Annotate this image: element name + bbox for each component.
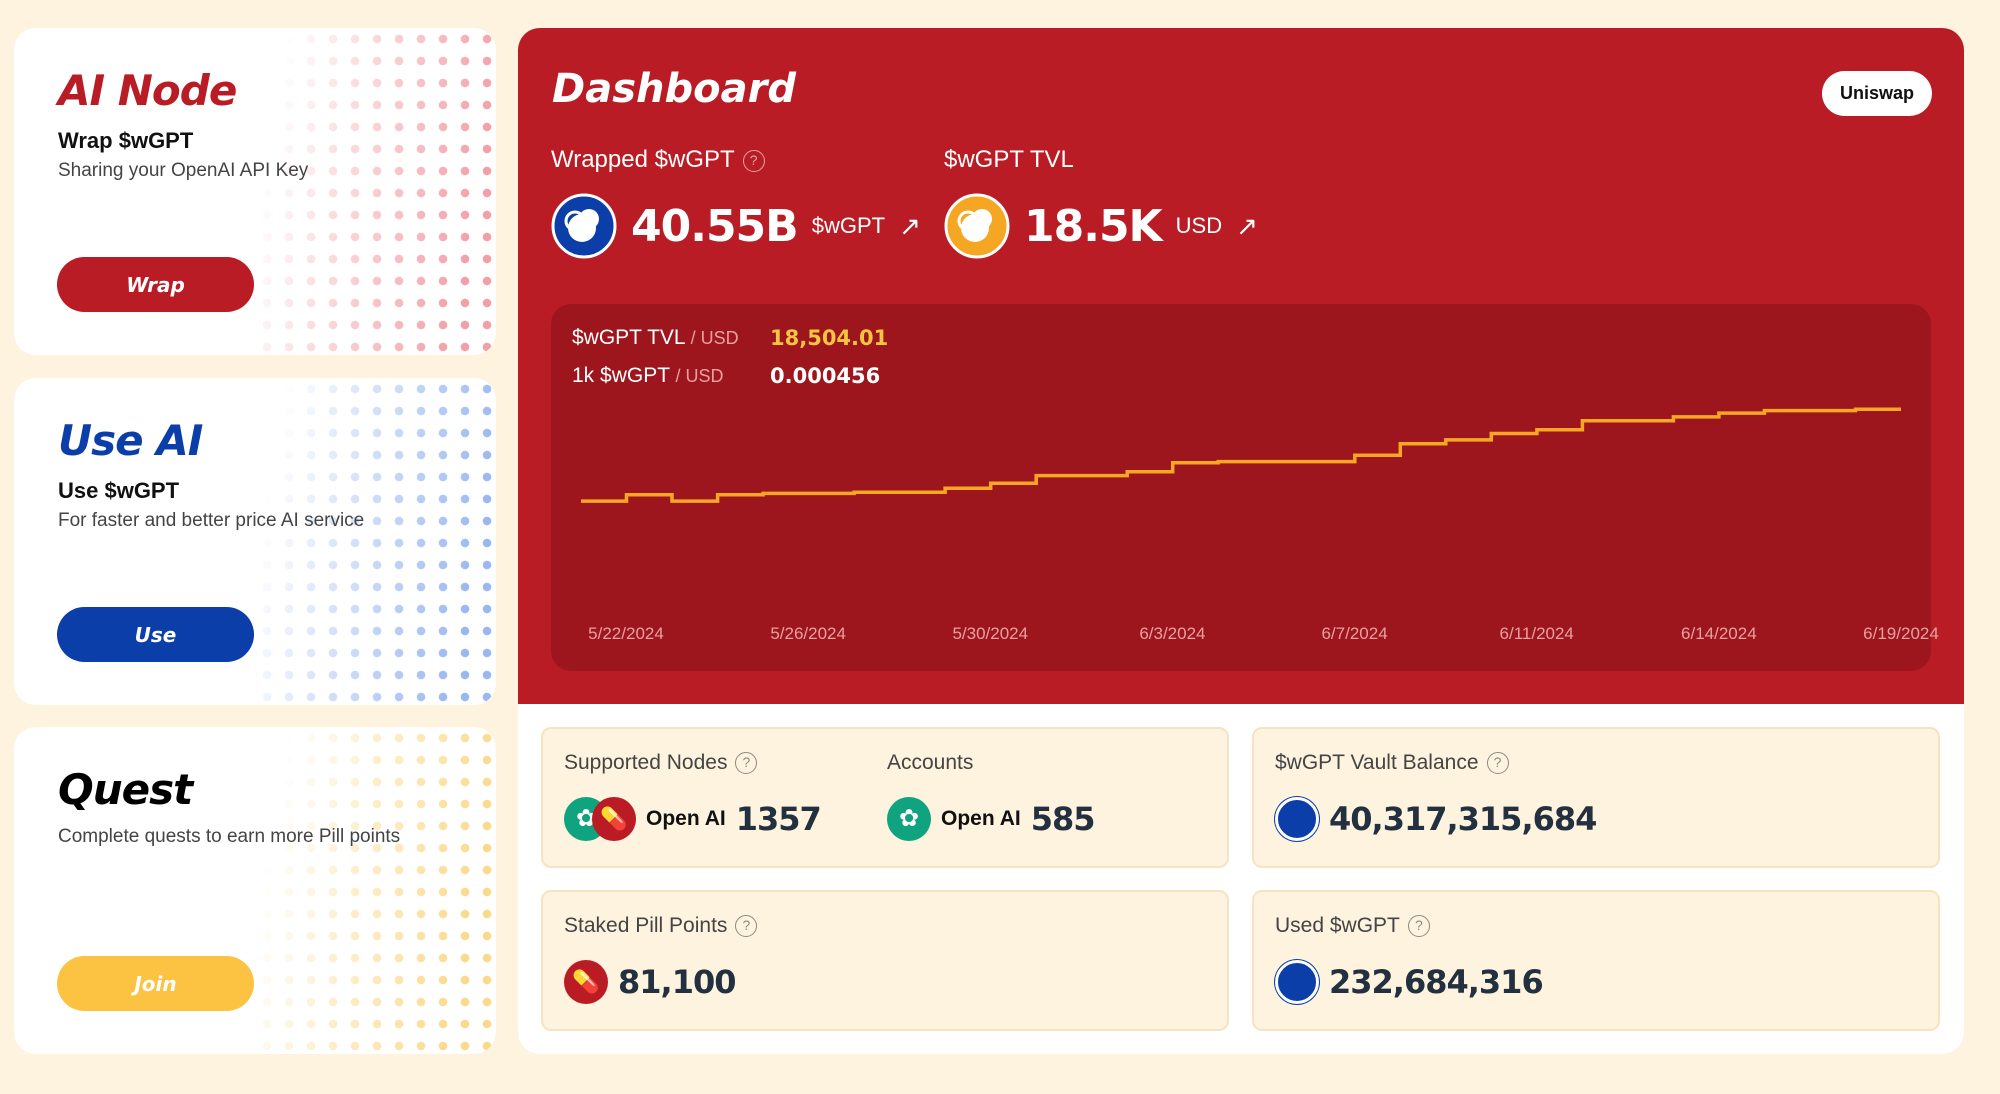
accounts-label: Accounts xyxy=(887,751,974,774)
wgpt-coin-icon xyxy=(944,193,1010,259)
nodes-count: 1357 xyxy=(735,800,822,838)
card-subtitle: Use $wGPT xyxy=(58,478,180,503)
row-label: 1k $wGPT xyxy=(572,364,670,387)
node-icons: ✿ 💊 xyxy=(564,797,636,841)
stat-nodes-accounts: Supported Nodes? ✿ 💊 Open AI 1357 Accoun… xyxy=(541,727,1229,868)
label-text: Staked Pill Points xyxy=(564,914,728,937)
label-text: Supported Nodes xyxy=(564,751,728,774)
stat-used-wgpt: Used $wGPT? 232,684,316 xyxy=(1252,890,1940,1031)
stat-vault-balance: $wGPT Vault Balance? 40,317,315,684 xyxy=(1252,727,1940,868)
external-link-icon[interactable]: ↗ xyxy=(1236,210,1258,241)
x-tick-label: 6/3/2024 xyxy=(1139,624,1206,643)
x-tick-label: 5/22/2024 xyxy=(588,624,664,643)
dot-pattern xyxy=(256,378,496,705)
dot-pattern xyxy=(256,28,496,355)
chart-row-price: 1k $wGPT / USD xyxy=(572,364,724,388)
accounts-value: ✿ Open AI 585 xyxy=(887,797,1096,841)
wrap-button[interactable]: Wrap xyxy=(57,257,254,312)
provider-name: Open AI xyxy=(646,807,726,830)
wgpt-coin-icon xyxy=(1275,960,1319,1004)
used-amount: 232,684,316 xyxy=(1329,963,1544,1001)
staked-amount: 81,100 xyxy=(618,963,736,1001)
wgpt-coin-icon xyxy=(1275,797,1319,841)
dot-pattern xyxy=(256,727,496,1054)
stats-panel: Supported Nodes? ✿ 💊 Open AI 1357 Accoun… xyxy=(518,704,1964,1054)
uniswap-button[interactable]: Uniswap xyxy=(1822,71,1932,116)
wrapped-label-text: Wrapped $wGPT xyxy=(551,146,735,173)
x-tick-label: 6/14/2024 xyxy=(1681,624,1757,643)
staked-label: Staked Pill Points? xyxy=(564,914,758,938)
external-link-icon[interactable]: ↗ xyxy=(899,210,921,241)
card-title: Use AI xyxy=(58,416,203,465)
tvl-series-line xyxy=(581,407,1901,503)
vault-value: 40,317,315,684 xyxy=(1275,797,1597,841)
tvl-value: 18.5K USD ↗ xyxy=(944,193,1258,259)
accounts-count: 585 xyxy=(1030,800,1096,838)
used-value: 232,684,316 xyxy=(1275,960,1544,1004)
row-unit: / USD xyxy=(675,366,724,386)
tvl-chart: $wGPT TVL / USD 18,504.01 1k $wGPT / USD… xyxy=(551,304,1939,671)
pill-icon: 💊 xyxy=(592,797,636,841)
card-title: AI Node xyxy=(58,66,237,115)
x-tick-label: 6/19/2024 xyxy=(1863,624,1939,643)
tvl-unit: USD xyxy=(1175,213,1223,238)
label-text: Used $wGPT xyxy=(1275,914,1400,937)
wrapped-amount: 40.55B xyxy=(631,200,799,252)
quest-card: Quest Complete quests to earn more Pill … xyxy=(14,727,496,1054)
wrapped-label: Wrapped $wGPT? xyxy=(551,146,765,174)
line-plot xyxy=(581,407,1901,503)
help-icon[interactable]: ? xyxy=(735,752,758,775)
stat-staked-pill: Staked Pill Points? 💊 81,100 xyxy=(541,890,1229,1031)
supported-nodes-value: ✿ 💊 Open AI 1357 xyxy=(564,797,822,841)
x-tick-label: 5/26/2024 xyxy=(770,624,846,643)
provider-name: Open AI xyxy=(941,807,1021,830)
tvl-amount: 18.5K xyxy=(1024,200,1163,252)
wrapped-unit: $wGPT xyxy=(811,213,886,238)
x-tick-label: 6/11/2024 xyxy=(1499,624,1574,643)
openai-icon: ✿ xyxy=(887,797,931,841)
row-unit: / USD xyxy=(690,328,739,348)
join-button[interactable]: Join xyxy=(57,956,254,1011)
chart-row-tvl: $wGPT TVL / USD xyxy=(572,326,739,350)
card-title: Quest xyxy=(58,765,193,814)
help-icon[interactable]: ? xyxy=(742,149,765,172)
row-label: $wGPT TVL xyxy=(572,326,685,349)
x-tick-label: 6/7/2024 xyxy=(1321,624,1388,643)
help-icon[interactable]: ? xyxy=(1486,752,1509,775)
use-ai-card: Use AI Use $wGPT For faster and better p… xyxy=(14,378,496,705)
ai-node-card: AI Node Wrap $wGPT Sharing your OpenAI A… xyxy=(14,28,496,355)
vault-label: $wGPT Vault Balance? xyxy=(1275,751,1509,775)
use-button[interactable]: Use xyxy=(57,607,254,662)
price-usd-value: 0.000456 xyxy=(770,364,881,388)
x-tick-label: 5/30/2024 xyxy=(952,624,1029,643)
pill-icon: 💊 xyxy=(564,960,608,1004)
tvl-usd-value: 18,504.01 xyxy=(770,326,889,350)
card-desc: Complete quests to earn more Pill points xyxy=(58,826,401,847)
dashboard-panel: Dashboard Uniswap Wrapped $wGPT? $wGPT T… xyxy=(518,28,1964,704)
help-icon[interactable]: ? xyxy=(1407,915,1430,938)
wrapped-value: 40.55B $wGPT ↗ xyxy=(551,193,921,259)
vault-amount: 40,317,315,684 xyxy=(1329,800,1597,838)
label-text: $wGPT Vault Balance xyxy=(1275,751,1479,774)
card-desc: Sharing your OpenAI API Key xyxy=(58,160,309,181)
tvl-label: $wGPT TVL xyxy=(944,146,1074,173)
supported-nodes-label: Supported Nodes? xyxy=(564,751,758,775)
card-subtitle: Wrap $wGPT xyxy=(58,128,194,153)
used-label: Used $wGPT? xyxy=(1275,914,1430,938)
card-desc: For faster and better price AI service xyxy=(58,510,365,531)
wgpt-coin-icon xyxy=(551,193,617,259)
page-title: Dashboard xyxy=(552,66,796,112)
help-icon[interactable]: ? xyxy=(735,915,758,938)
staked-value: 💊 81,100 xyxy=(564,960,736,1004)
